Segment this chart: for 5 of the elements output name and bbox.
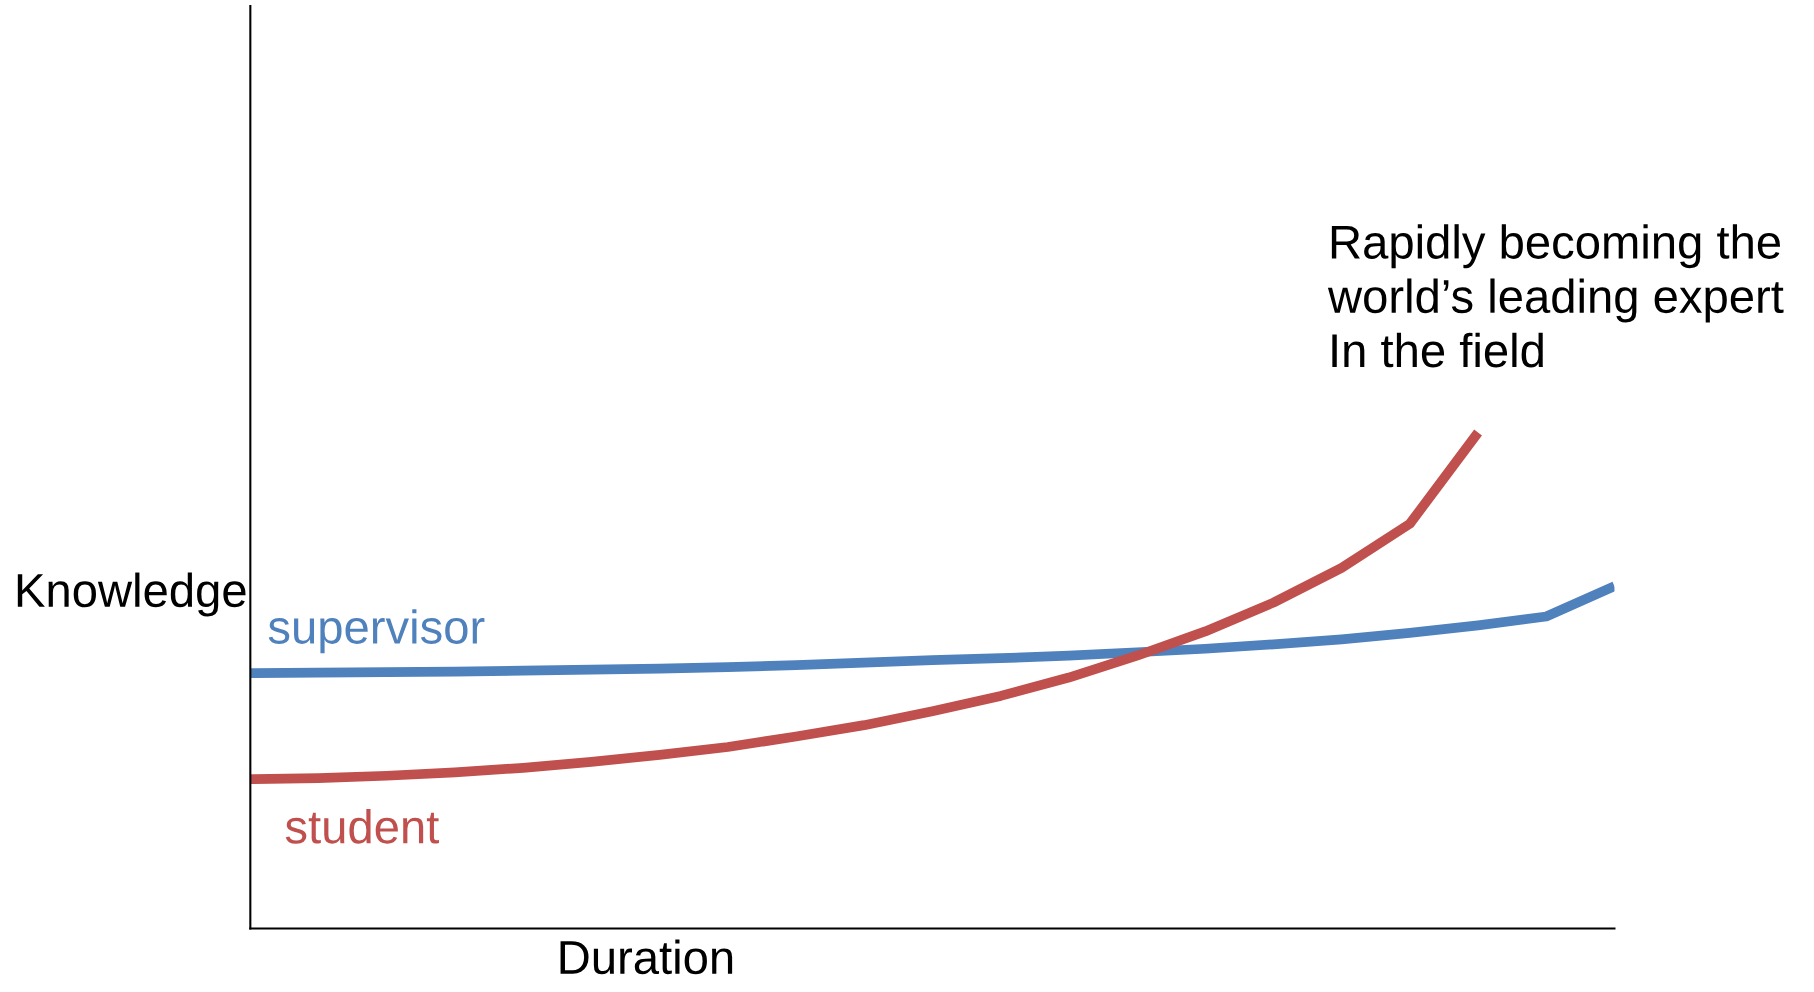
x-axis-title: Duration [560, 939, 733, 975]
text: Rapidly becoming the world’s leading expert In the field [1327, 224, 1784, 368]
series-label: student [285, 808, 439, 844]
y-axis-title: Knowledge [17, 572, 246, 617]
series-label: supervisor [268, 609, 485, 654]
